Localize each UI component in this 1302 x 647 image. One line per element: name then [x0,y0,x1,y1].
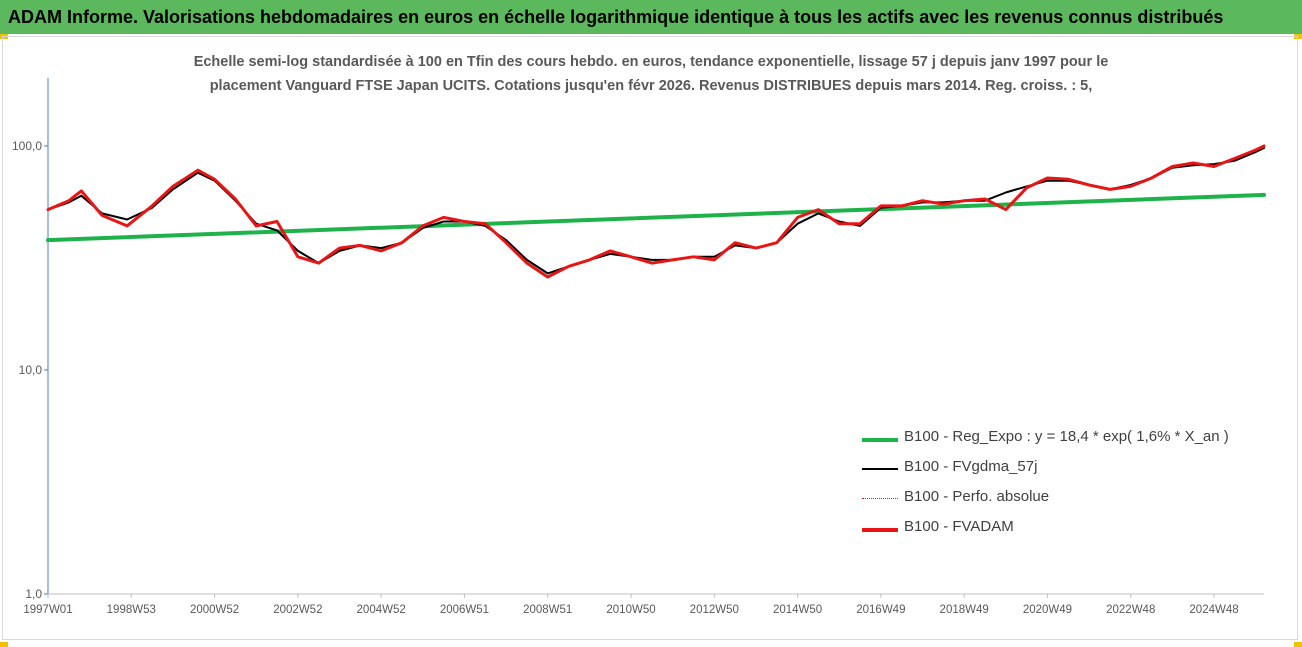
series-line-trend [46,192,1266,243]
x-tick-label: 2024W48 [1189,604,1238,616]
series-line-perfo [47,145,1265,278]
x-tick-label: 2008W51 [523,604,572,616]
x-tick-label: 2018W49 [940,604,989,616]
chart-title-line-2: placement Vanguard FTSE Japan UCITS. Cot… [209,78,1093,94]
x-tick-label: 2016W49 [856,604,905,616]
x-tick-label: 2004W52 [357,604,406,616]
x-tick-label: 2022W48 [1106,604,1155,616]
x-tick-label: 2000W52 [190,604,239,616]
x-tick-label: 1997W01 [23,604,72,616]
x-tick-label: 2014W50 [773,604,822,616]
y-tick-label: 1,0 [25,587,42,601]
x-tick-label: 2006W51 [440,604,489,616]
legend-swatch-smoothed [862,468,898,470]
corner-accent-bottom-left [0,642,8,647]
y-tick-label: 10,0 [19,363,43,377]
corner-accent-top-right [1294,34,1302,39]
x-tick-label: 2010W50 [606,604,655,616]
chart-title-line-1: Echelle semi-log standardisée à 100 en T… [193,54,1109,70]
legend-swatch-perfo [862,498,898,499]
x-tick-label: 2002W52 [273,604,322,616]
page-header-title: ADAM Informe. Valorisations hebdomadaire… [0,0,1302,34]
legend-swatch-fvadam [862,528,898,532]
legend-swatch-trend [862,438,898,442]
plot-area [2,36,1298,640]
legend-label-smoothed: B100 - FVgdma_57j [904,458,1038,475]
x-tick-label: 2020W49 [1023,604,1072,616]
x-tick-label: 2012W50 [690,604,739,616]
legend-label-perfo: B100 - Perfo. absolue [904,488,1050,505]
y-tick-label: 100,0 [12,139,42,153]
legend-label-fvadam: B100 - FVADAM [904,518,1014,535]
series-line-smoothed [47,147,1265,275]
series-line-fvadam [46,144,1266,279]
x-tick-label: 1998W53 [107,604,156,616]
corner-accent-bottom-right [1294,642,1302,647]
legend-label-trend: B100 - Reg_Expo : y = 18,4 * exp( 1,6% *… [904,428,1229,445]
